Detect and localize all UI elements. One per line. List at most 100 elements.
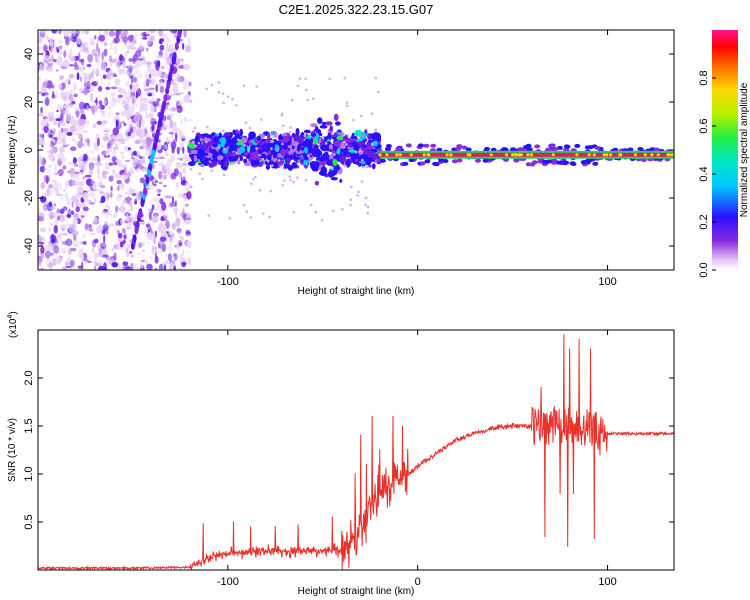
noise-blob (43, 62, 48, 64)
noise-blob (160, 230, 167, 238)
noise-blob (115, 205, 119, 213)
noise-blob (176, 73, 180, 83)
faint-blob (324, 142, 328, 145)
noise-blob (48, 152, 54, 161)
signal-blob (232, 129, 237, 136)
noise-blob (161, 201, 167, 211)
noise-blob (119, 54, 124, 62)
snr-spike-point (401, 425, 404, 427)
signal-blob (340, 142, 345, 148)
faint-blob (192, 140, 195, 144)
noise-blob (62, 206, 68, 211)
noise-blob (59, 214, 66, 222)
noise-blob (76, 120, 80, 128)
tone-halo-blob (513, 158, 520, 163)
noise-blob (121, 155, 124, 160)
noise-blob (58, 146, 66, 153)
noise-blob (112, 127, 120, 136)
noise-blob (75, 193, 81, 199)
noise-blob (82, 241, 87, 245)
noise-blob (108, 162, 114, 166)
noise-blob (72, 216, 77, 223)
noise-blob (179, 171, 183, 178)
noise-blob (98, 85, 103, 92)
noise-blob (40, 106, 43, 114)
snr-spike-point (274, 526, 276, 528)
noise-blob (176, 146, 180, 155)
noise-blob (154, 180, 158, 184)
noise-blob (69, 89, 74, 95)
noise-blob (47, 264, 50, 268)
faint-blob (206, 125, 209, 129)
noise-blob (175, 131, 178, 141)
noise-blob (168, 230, 173, 236)
noise-blob (151, 204, 155, 211)
noise-blob (179, 253, 183, 259)
tone-halo-blob (557, 145, 563, 150)
noise-blob (64, 103, 69, 110)
noise-blob (56, 69, 59, 72)
noise-blob (67, 198, 70, 207)
tone-halo-blob (582, 160, 589, 164)
snr-spike-point (569, 348, 571, 350)
noise-blob (64, 133, 67, 141)
noise-blob (158, 222, 163, 226)
noise-blob (172, 81, 176, 86)
noise-blob (98, 34, 106, 42)
noise-blob (91, 248, 95, 253)
signal-blob (343, 149, 347, 157)
noise-blob (62, 189, 67, 192)
signal-blob (376, 159, 382, 163)
noise-blob (176, 227, 183, 234)
faint-blob (243, 144, 246, 147)
streak-blob (132, 234, 137, 243)
noise-blob (187, 220, 192, 223)
noise-blob (103, 154, 111, 158)
noise-blob (135, 103, 138, 109)
noise-blob (92, 70, 95, 77)
noise-blob (88, 37, 95, 42)
spectrogram-x-label: Height of straight line (km) (298, 286, 415, 297)
noise-blob (159, 70, 163, 79)
noise-blob (99, 185, 106, 189)
noise-blob (183, 86, 188, 90)
noise-blob (72, 157, 77, 164)
signal-blob (322, 152, 329, 157)
noise-blob (145, 136, 152, 146)
noise-blob (102, 224, 109, 231)
noise-blob (76, 156, 84, 164)
signal-blob (194, 135, 200, 144)
faint-blob (346, 101, 349, 104)
noise-blob (171, 222, 176, 230)
noise-blob (98, 265, 105, 270)
noise-blob (171, 234, 175, 238)
noise-blob (158, 249, 163, 254)
noise-blob (74, 133, 80, 136)
noise-blob (182, 167, 186, 174)
noise-blob (164, 61, 171, 70)
noise-blob (86, 120, 90, 127)
noise-blob (78, 161, 82, 170)
signal-blob (261, 144, 265, 148)
noise-blob (43, 55, 51, 60)
noise-blob (142, 55, 145, 62)
noise-blob (87, 227, 93, 230)
noise-blob (84, 80, 87, 89)
snr-spike-point (567, 545, 569, 547)
noise-blob (131, 152, 134, 158)
noise-blob (76, 37, 82, 45)
noise-blob (60, 237, 63, 246)
noise-blob (71, 100, 76, 105)
noise-blob (118, 237, 122, 243)
noise-blob (59, 219, 65, 223)
noise-blob (124, 145, 129, 152)
noise-blob (170, 30, 177, 34)
noise-blob (119, 206, 126, 214)
signal-blob (230, 150, 237, 157)
noise-blob (126, 68, 132, 76)
noise-blob (181, 248, 184, 257)
noise-blob (142, 250, 145, 252)
streak-blob (174, 42, 179, 51)
noise-blob (143, 96, 146, 103)
noise-blob (114, 173, 121, 179)
